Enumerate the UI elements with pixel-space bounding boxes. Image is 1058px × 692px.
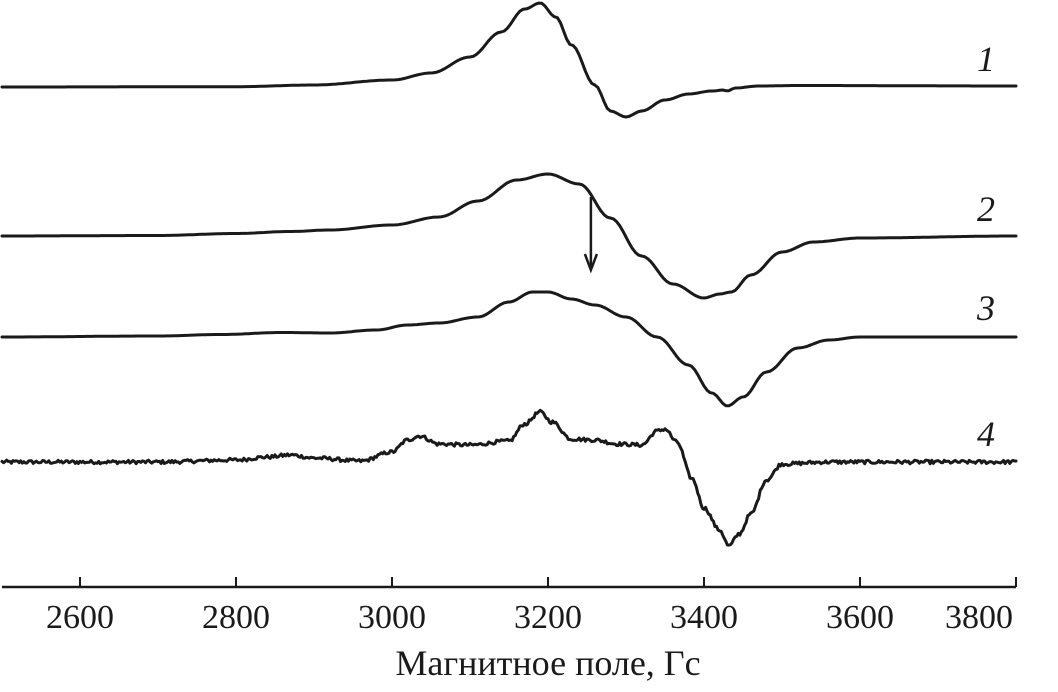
x-axis-title: Магнитное поле, Гс [395, 643, 700, 683]
series-labels: 1 2 3 4 [976, 39, 995, 454]
arrow-head [583, 253, 599, 274]
x-tick-label-3600: 3600 [826, 599, 894, 636]
series-3-line [0, 290, 1018, 408]
series-2-line [0, 172, 1018, 300]
x-tick-label-3200: 3200 [514, 599, 582, 636]
x-tick-label-2600: 2600 [46, 599, 114, 636]
series-4-line [0, 408, 1018, 547]
x-tick-label-3000: 3000 [358, 599, 426, 636]
x-tick-label-2800: 2800 [202, 599, 270, 636]
series-2-label: 2 [977, 189, 995, 229]
series-3-label: 3 [976, 288, 995, 328]
series-1-line [0, 1, 1018, 119]
annotation-arrow [583, 197, 599, 274]
spectrum-traces [0, 1, 1018, 547]
x-tick-label-3800: 3800 [945, 599, 1013, 636]
x-axis-ticks: 2600 2800 3000 3200 3400 3600 3800 [46, 577, 1017, 636]
x-tick-label-3400: 3400 [670, 599, 738, 636]
series-1-label: 1 [977, 39, 995, 79]
series-4-label: 4 [977, 414, 995, 454]
